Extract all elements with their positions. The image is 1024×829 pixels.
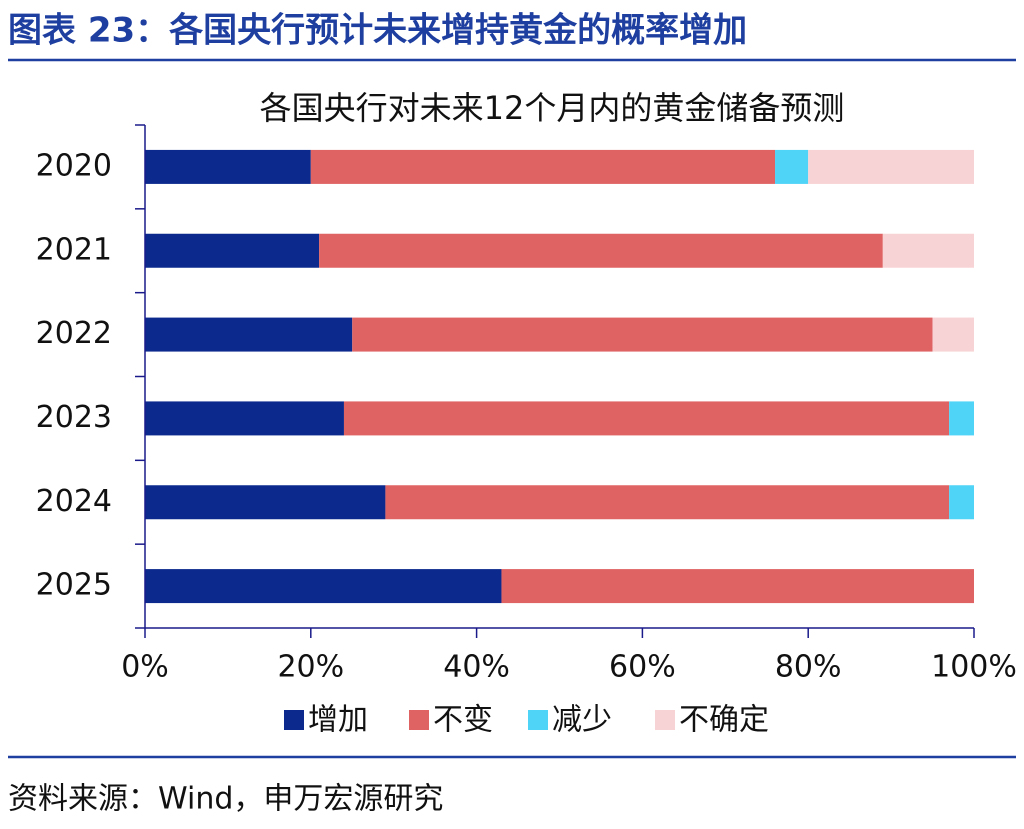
legend-label: 减少 <box>552 703 612 738</box>
bar-segment <box>932 317 974 352</box>
bar-segment <box>145 485 386 520</box>
bar-segment <box>145 317 353 352</box>
bar-segment <box>385 485 950 520</box>
legend-swatch <box>409 710 429 730</box>
bar-segment <box>145 149 311 184</box>
x-tick-label: 60% <box>609 650 676 685</box>
bar-segment <box>145 401 344 436</box>
y-tick-label: 2021 <box>36 232 112 267</box>
legend-swatch <box>655 710 675 730</box>
bar-segment <box>310 149 776 184</box>
source-note: 资料来源：Wind，申万宏源研究 <box>8 782 443 817</box>
legend-swatch <box>284 710 304 730</box>
bar-segment <box>501 569 974 604</box>
x-tick-label: 80% <box>775 650 842 685</box>
legend-label: 增加 <box>308 703 368 738</box>
y-tick-label: 2020 <box>36 148 112 183</box>
bar-segment <box>343 401 950 436</box>
bar-segment <box>319 233 883 268</box>
bar-segment <box>352 317 933 352</box>
legend-label: 不变 <box>433 703 493 738</box>
legend-label: 不确定 <box>679 703 769 738</box>
legend-swatch <box>528 710 548 730</box>
y-tick-label: 2023 <box>36 400 112 435</box>
y-tick-label: 2025 <box>36 568 112 603</box>
y-tick-label: 2024 <box>36 484 112 519</box>
bar-segment <box>775 149 809 184</box>
chart-title: 各国央行对未来12个月内的黄金储备预测 <box>260 89 845 127</box>
bar-segment <box>882 233 974 268</box>
x-tick-label: 100% <box>931 650 1017 685</box>
x-tick-label: 20% <box>277 650 344 685</box>
bar-segment <box>145 569 502 604</box>
header-title: 图表 23：各国央行预计未来增持黄金的概率增加 <box>8 11 747 51</box>
bar-segment <box>808 149 974 184</box>
x-tick-label: 40% <box>443 650 510 685</box>
bar-segment <box>145 233 320 268</box>
y-tick-label: 2022 <box>36 316 112 351</box>
bar-segment <box>949 401 974 436</box>
x-tick-label: 0% <box>121 650 169 685</box>
bar-segment <box>949 485 974 520</box>
